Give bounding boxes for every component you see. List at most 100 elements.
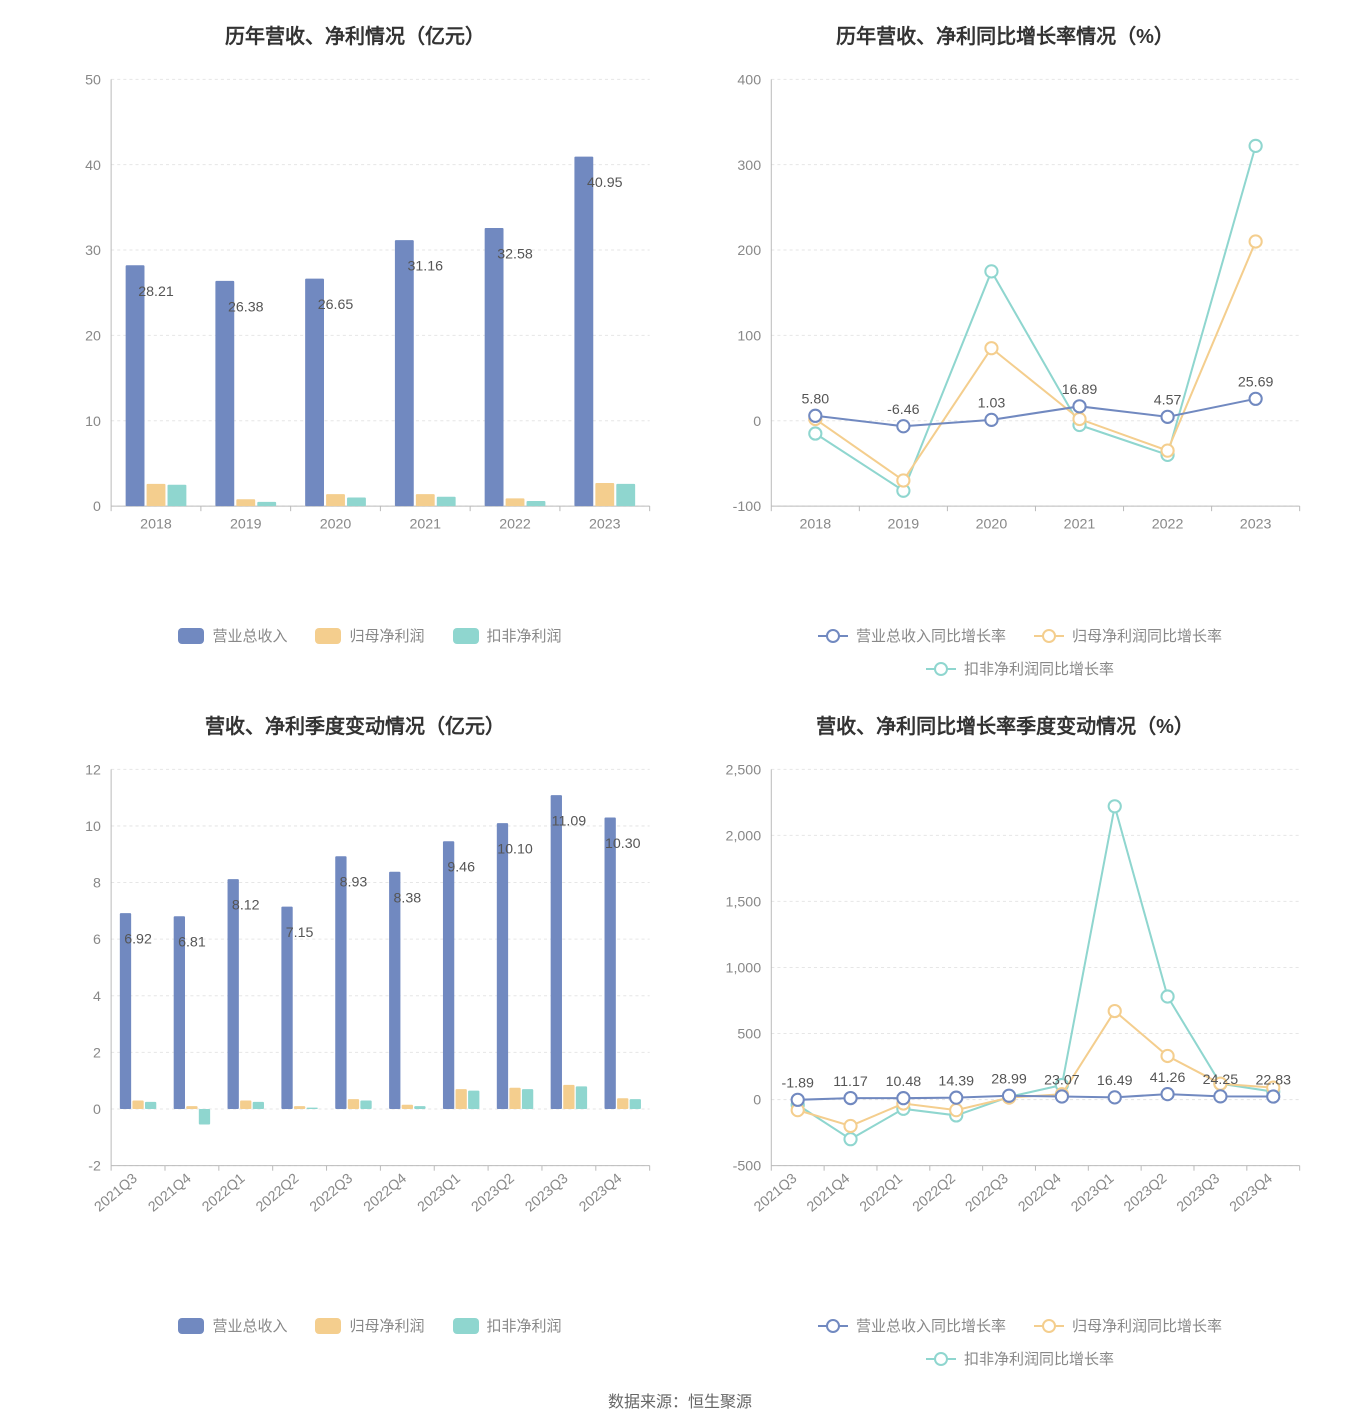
svg-text:16.49: 16.49 [1097, 1073, 1133, 1089]
svg-text:20: 20 [85, 328, 101, 344]
svg-text:400: 400 [737, 72, 761, 88]
legend-swatch-icon [818, 629, 848, 643]
svg-text:8.38: 8.38 [393, 890, 421, 906]
panel-annual-revenue-profit: 历年营收、净利情况（亿元） 0102030405028.21201826.382… [30, 0, 680, 690]
svg-text:2023Q4: 2023Q4 [576, 1171, 625, 1216]
svg-text:-100: -100 [733, 499, 762, 515]
svg-text:-2: -2 [88, 1159, 101, 1175]
legend-item: 归母净利润同比增长率 [1034, 1315, 1222, 1336]
svg-text:1,000: 1,000 [726, 961, 762, 977]
svg-text:2022Q4: 2022Q4 [361, 1171, 410, 1216]
legend-swatch-icon [178, 1318, 204, 1334]
legend-swatch-icon [926, 1352, 956, 1366]
chart1-title: 历年营收、净利情况（亿元） [40, 20, 670, 49]
legend-item: 营业总收入同比增长率 [818, 625, 1006, 646]
legend-label: 扣非净利润 [487, 625, 562, 646]
svg-text:26.38: 26.38 [228, 299, 264, 315]
chart3-title: 营收、净利季度变动情况（亿元） [40, 710, 670, 739]
svg-text:41.26: 41.26 [1150, 1070, 1186, 1086]
chart3-chart: -20246810126.922021Q36.812021Q48.122022Q… [40, 749, 670, 1309]
svg-text:40: 40 [85, 158, 101, 174]
svg-text:4.57: 4.57 [1154, 393, 1182, 409]
svg-text:-500: -500 [733, 1159, 762, 1175]
panel-quarterly-revenue-profit: 营收、净利季度变动情况（亿元） -20246810126.922021Q36.8… [30, 690, 680, 1380]
legend-label: 归母净利润同比增长率 [1072, 1315, 1222, 1336]
svg-text:200: 200 [737, 243, 761, 259]
legend-label: 扣非净利润同比增长率 [964, 658, 1114, 679]
legend-item: 扣非净利润 [453, 625, 562, 646]
legend-swatch-icon [1034, 1319, 1064, 1333]
svg-text:8.12: 8.12 [232, 898, 260, 914]
svg-text:30: 30 [85, 243, 101, 259]
legend-item: 营业总收入 [178, 1315, 287, 1336]
svg-text:2022Q2: 2022Q2 [253, 1171, 302, 1216]
svg-text:10.48: 10.48 [886, 1074, 922, 1090]
svg-text:2019: 2019 [888, 516, 920, 532]
svg-text:8.93: 8.93 [340, 875, 368, 891]
svg-text:2021: 2021 [1064, 516, 1096, 532]
legend-swatch-icon [818, 1319, 848, 1333]
legend-swatch-icon [1034, 629, 1064, 643]
svg-text:2023Q3: 2023Q3 [1174, 1171, 1223, 1216]
svg-text:6.81: 6.81 [178, 935, 206, 951]
svg-text:9.46: 9.46 [447, 860, 475, 876]
legend-swatch-icon [178, 628, 204, 644]
svg-text:2023: 2023 [1240, 516, 1272, 532]
svg-text:2021Q3: 2021Q3 [751, 1171, 800, 1216]
chart4-title: 营收、净利同比增长率季度变动情况（%） [690, 710, 1320, 739]
legend-label: 归母净利润 [349, 1315, 424, 1336]
legend-label: 营业总收入同比增长率 [856, 1315, 1006, 1336]
svg-text:6.92: 6.92 [124, 932, 152, 948]
svg-text:16.89: 16.89 [1062, 382, 1098, 398]
svg-text:300: 300 [737, 158, 761, 174]
svg-text:5.80: 5.80 [801, 392, 829, 408]
svg-text:2022Q4: 2022Q4 [1015, 1171, 1064, 1216]
legend-label: 归母净利润 [349, 625, 424, 646]
legend-item: 归母净利润 [315, 625, 424, 646]
legend-item: 扣非净利润 [453, 1315, 562, 1336]
svg-text:4: 4 [93, 989, 101, 1005]
svg-text:2023Q4: 2023Q4 [1227, 1171, 1276, 1216]
chart2-chart: -10001002003004005.80-6.461.0316.894.572… [690, 59, 1320, 619]
svg-text:2023Q1: 2023Q1 [415, 1171, 464, 1216]
svg-text:2022Q3: 2022Q3 [963, 1171, 1012, 1216]
svg-text:2: 2 [93, 1045, 101, 1061]
legend-swatch-icon [453, 1318, 479, 1334]
svg-text:2023Q2: 2023Q2 [469, 1171, 518, 1216]
svg-text:2023Q1: 2023Q1 [1068, 1171, 1117, 1216]
svg-text:10.10: 10.10 [497, 842, 533, 858]
chart-grid: 历年营收、净利情况（亿元） 0102030405028.21201826.382… [0, 0, 1360, 1380]
svg-text:11.17: 11.17 [833, 1074, 868, 1090]
legend-item: 营业总收入同比增长率 [818, 1315, 1006, 1336]
legend-label: 扣非净利润同比增长率 [964, 1348, 1114, 1369]
chart1-chart: 0102030405028.21201826.38201926.65202031… [40, 59, 670, 619]
svg-text:2021: 2021 [409, 516, 441, 532]
legend-swatch-icon [315, 628, 341, 644]
svg-text:14.39: 14.39 [938, 1073, 974, 1089]
svg-text:2022: 2022 [1152, 516, 1184, 532]
chart2-title: 历年营收、净利同比增长率情况（%） [690, 20, 1320, 49]
svg-text:28.21: 28.21 [138, 284, 174, 300]
chart2-legend: 营业总收入同比增长率归母净利润同比增长率扣非净利润同比增长率 [690, 619, 1320, 679]
legend-label: 营业总收入 [212, 625, 287, 646]
svg-text:2022Q1: 2022Q1 [857, 1171, 906, 1216]
chart3-legend: 营业总收入 归母净利润 扣非净利润 [40, 1309, 670, 1336]
svg-text:2023Q3: 2023Q3 [522, 1171, 571, 1216]
svg-text:0: 0 [753, 1093, 761, 1109]
chart4-legend: 营业总收入同比增长率 归母净利润同比增长率扣非净利润同比增长率 [690, 1309, 1320, 1369]
legend-swatch-icon [453, 628, 479, 644]
svg-text:2,000: 2,000 [726, 828, 762, 844]
legend-item: 营业总收入 [178, 625, 287, 646]
data-source-footer: 数据来源：恒生聚源 [0, 1388, 1360, 1412]
svg-text:26.65: 26.65 [318, 297, 354, 313]
svg-text:2023: 2023 [589, 516, 621, 532]
svg-text:24.25: 24.25 [1203, 1072, 1239, 1088]
svg-text:2019: 2019 [230, 516, 262, 532]
panel-annual-growth: 历年营收、净利同比增长率情况（%） -10001002003004005.80-… [680, 0, 1330, 690]
svg-text:40.95: 40.95 [587, 175, 623, 191]
svg-text:2020: 2020 [976, 516, 1008, 532]
svg-text:50: 50 [85, 72, 101, 88]
svg-text:0: 0 [93, 499, 101, 515]
svg-text:2,500: 2,500 [726, 762, 762, 778]
legend-swatch-icon [315, 1318, 341, 1334]
